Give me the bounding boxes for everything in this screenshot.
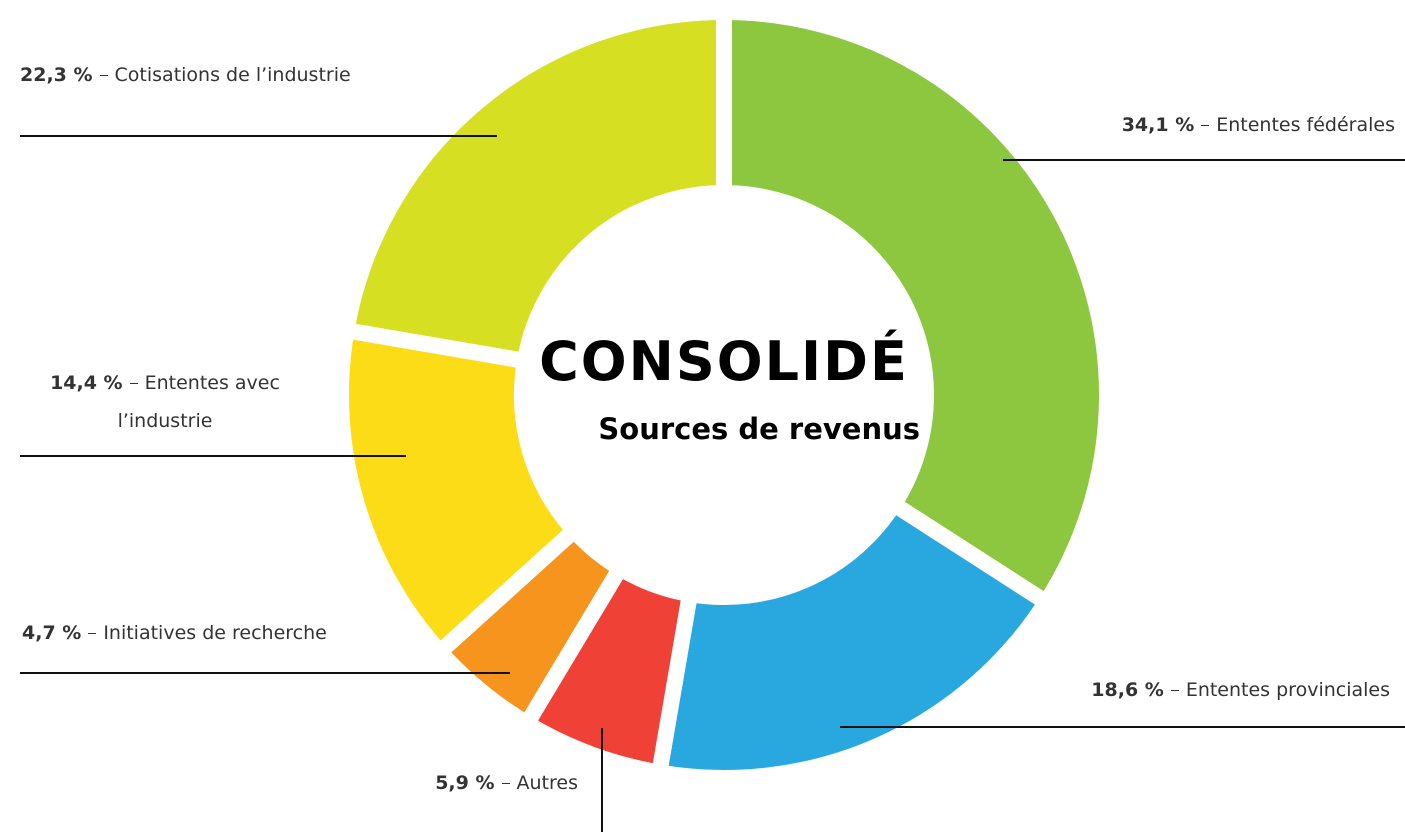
value-label: 34,1 % (1121, 114, 1195, 136)
separator-dash (129, 382, 138, 385)
chart-subtitle: Sources de revenus (598, 412, 920, 446)
value-label: 22,3 % (20, 64, 93, 86)
donut-segment (650, 493, 1058, 786)
segment-label: 14,4 % Ententes avec l’industrie (20, 364, 310, 440)
category-label: Initiatives de recherche (103, 622, 327, 644)
donut-segment (333, 321, 586, 664)
separator-dash (501, 782, 510, 785)
value-label: 14,4 % (50, 372, 123, 394)
category-label: Ententes fédérales (1216, 114, 1395, 136)
separator-dash (1201, 124, 1210, 127)
separator-dash (99, 74, 108, 77)
segment-label: 22,3 % Cotisations de l’industrie (20, 56, 351, 94)
value-label: 5,9 % (435, 772, 495, 794)
separator-dash (88, 632, 97, 635)
segment-label: 4,7 % Initiatives de recherche (22, 614, 327, 652)
category-label: Autres (516, 772, 578, 794)
category-label: Ententes avec l’industrie (117, 372, 280, 432)
value-label: 18,6 % (1091, 679, 1164, 701)
category-label: Ententes provinciales (1185, 679, 1390, 701)
segment-label: 18,6 % Ententes provinciales (1091, 671, 1390, 709)
value-label: 4,7 % (22, 622, 82, 644)
chart-title: CONSOLIDÉ (539, 330, 909, 393)
segment-label: 34,1 % Ententes fédérales (1122, 106, 1395, 144)
segment-label: 5,9 % Autres (435, 764, 578, 802)
category-label: Cotisations de l’industrie (114, 64, 351, 86)
donut-segment (337, 3, 732, 371)
separator-dash (1170, 689, 1179, 692)
